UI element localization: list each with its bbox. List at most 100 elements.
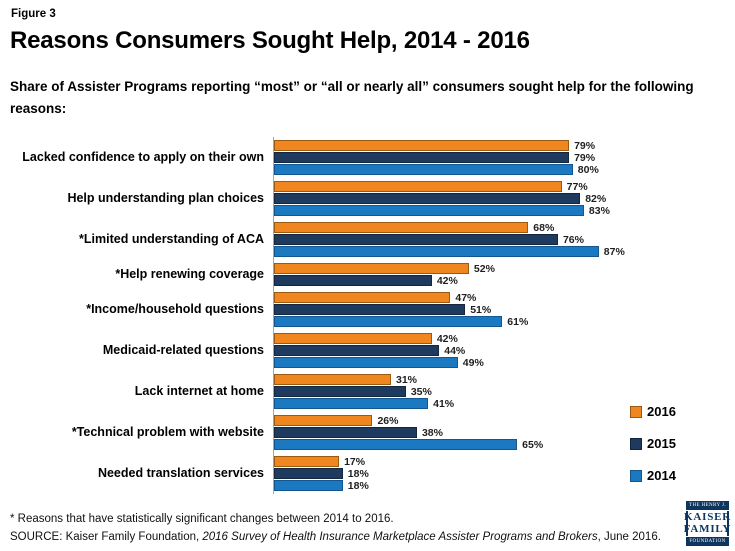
legend-label-2015: 2015 <box>647 436 676 451</box>
bar-row: 41% <box>274 397 645 410</box>
bar-group: *Technical problem with website 26% 38% 65% <box>0 412 660 453</box>
value-label: 44% <box>444 344 466 357</box>
source-line: SOURCE: Kaiser Family Foundation, 2016 S… <box>10 529 680 547</box>
bar-row: 79% <box>274 139 645 152</box>
value-label: 52% <box>473 262 495 275</box>
value-label: 35% <box>410 385 432 398</box>
bar-2014 <box>274 439 518 450</box>
category-label: *Help renewing coverage <box>115 266 264 281</box>
bar-2016 <box>274 333 432 344</box>
bar-row: 76% <box>274 234 645 246</box>
bar-row: 82% <box>274 192 645 205</box>
bar-group: Medicaid-related questions 42% 44% 49% <box>0 330 660 371</box>
bar-track: 68% 76% 87% <box>273 219 645 260</box>
bar-2016 <box>274 456 340 467</box>
value-label: 49% <box>462 356 484 369</box>
bar-2014 <box>274 246 599 257</box>
bar-chart: Lacked confidence to apply on their own 7… <box>0 137 660 494</box>
bar-row: 42% <box>274 332 645 345</box>
value-label: 42% <box>436 274 458 287</box>
bar-row: 52% <box>274 262 645 275</box>
bar-2014 <box>274 164 573 175</box>
bar-2015 <box>274 345 440 356</box>
bar-2016 <box>274 263 469 274</box>
bar-row: 31% <box>274 373 645 386</box>
logo-text-bottom: FOUNDATION <box>686 536 729 546</box>
legend-swatch-2014 <box>630 469 642 482</box>
value-label: 31% <box>396 373 418 386</box>
figure-label: Figure 3 <box>11 8 56 20</box>
value-label: 41% <box>433 397 455 410</box>
value-label: 42% <box>436 332 458 345</box>
value-label: 65% <box>522 438 544 451</box>
bar-2014 <box>274 480 343 491</box>
bar-row: 79% <box>274 151 645 164</box>
legend-label-2014: 2014 <box>647 468 676 483</box>
legend-swatch-2015 <box>630 437 642 450</box>
page-title: Reasons Consumers Sought Help, 2014 - 20… <box>10 27 530 54</box>
category-label: Help understanding plan choices <box>67 190 264 205</box>
bar-row: 42% <box>274 274 645 287</box>
legend-entry-2016: 2016 <box>630 404 676 419</box>
bar-row: 83% <box>274 205 645 217</box>
value-label: 79% <box>574 139 596 152</box>
chart-subtitle: Share of Assister Programs reporting “mo… <box>10 79 694 116</box>
category-label: *Limited understanding of ACA <box>79 231 264 246</box>
bar-track: 79% 79% 80% <box>273 137 645 178</box>
bar-2016 <box>274 292 451 303</box>
bar-group: *Income/household questions 47% 51% 61% <box>0 289 660 330</box>
value-label: 79% <box>574 151 596 164</box>
bar-group: *Limited understanding of ACA 68% 76% 87% <box>0 219 660 260</box>
legend-label-2016: 2016 <box>647 404 676 419</box>
bar-row: 38% <box>274 426 645 439</box>
bar-group: Needed translation services 17% 18% 18% <box>0 453 660 494</box>
bar-row: 17% <box>274 455 645 468</box>
logo-text-kaiser: KAISER <box>684 510 731 523</box>
bar-row: 65% <box>274 438 645 451</box>
bar-group: *Help renewing coverage 52% 42% <box>0 260 660 289</box>
category-label: *Technical problem with website <box>71 424 264 439</box>
bar-row: 44% <box>274 344 645 357</box>
bar-track: 52% 42% <box>273 260 645 289</box>
value-label: 82% <box>585 192 607 205</box>
legend-entry-2014: 2014 <box>630 468 676 483</box>
value-label: 51% <box>470 303 492 316</box>
bar-row: 49% <box>274 356 645 369</box>
bar-2015 <box>274 468 343 479</box>
value-label: 17% <box>344 455 366 468</box>
bar-row: 87% <box>274 245 645 258</box>
bar-2015 <box>274 427 417 438</box>
value-label: 38% <box>421 426 443 439</box>
bar-row: 77% <box>274 180 645 193</box>
bar-2016 <box>274 415 373 426</box>
bar-track: 17% 18% 18% <box>273 453 645 494</box>
logo-text-family: FAMILY <box>683 522 732 535</box>
value-label: 80% <box>577 163 599 176</box>
value-label: 77% <box>566 180 588 193</box>
value-label: 18% <box>347 479 369 492</box>
value-label: 26% <box>377 414 399 427</box>
value-label: 68% <box>533 221 555 234</box>
source-title: 2016 Survey of Health Insurance Marketpl… <box>202 530 598 543</box>
bar-2016 <box>274 181 562 192</box>
bar-2015 <box>274 386 406 397</box>
footer: * Reasons that have statistically signif… <box>10 511 680 547</box>
bar-2015 <box>274 234 558 245</box>
category-label: Medicaid-related questions <box>102 342 264 357</box>
bar-2015 <box>274 152 570 163</box>
value-label: 18% <box>347 467 369 480</box>
bar-2014 <box>274 316 503 327</box>
bar-2014 <box>274 398 429 409</box>
source-suffix: , June 2016. <box>597 530 661 543</box>
bar-track: 42% 44% 49% <box>273 330 645 371</box>
bar-track: 26% 38% 65% <box>273 412 645 453</box>
bar-row: 18% <box>274 467 645 480</box>
legend-entry-2015: 2015 <box>630 436 676 451</box>
bar-group: Lacked confidence to apply on their own 7… <box>0 137 660 178</box>
bar-2014 <box>274 357 458 368</box>
value-label: 87% <box>603 245 625 258</box>
category-label: Lacked confidence to apply on their own <box>22 149 264 164</box>
category-label: Lack internet at home <box>134 383 264 398</box>
bar-row: 35% <box>274 385 645 398</box>
